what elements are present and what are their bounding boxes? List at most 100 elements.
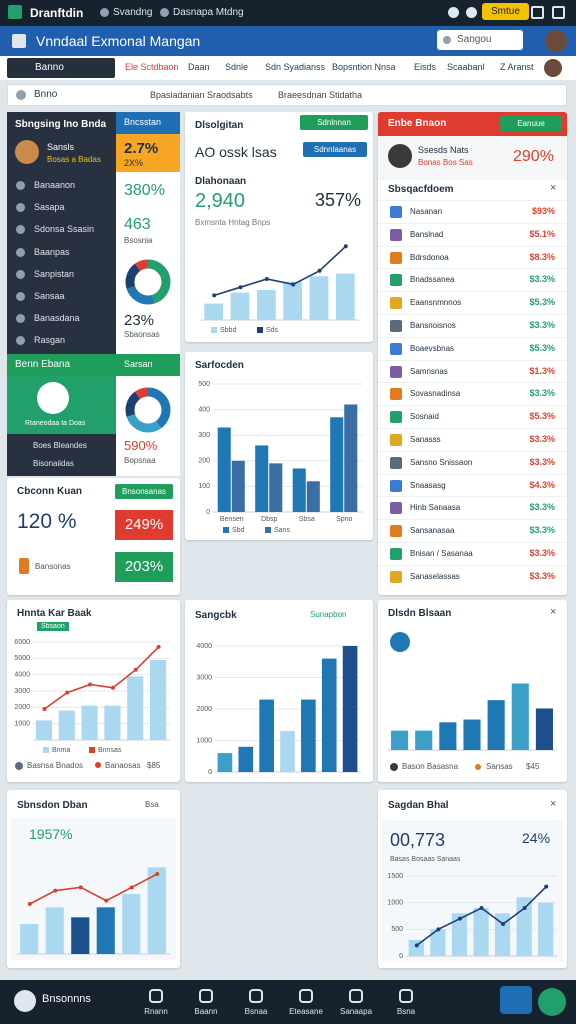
tag: Bsa: [145, 800, 159, 809]
feed-row[interactable]: Banslnad $5.1%: [378, 222, 567, 246]
nav-icon: [16, 181, 25, 190]
card-button[interactable]: Bnsonsanas: [115, 484, 173, 499]
user-name: Sansls: [47, 142, 75, 152]
feed-row[interactable]: Sovasnadinsa $3.3%: [378, 382, 567, 405]
bar: [309, 276, 329, 320]
toolbar-tab[interactable]: Bopsntion Nnsa: [332, 62, 396, 72]
chart: 0 100 200 300 400 500 Bensen Dbsp Sbsa Spno Sbd San…: [198, 381, 363, 534]
close-icon[interactable]: ×: [550, 798, 557, 810]
action-button[interactable]: [500, 986, 532, 1014]
nav-item[interactable]: Sasapa: [34, 202, 65, 213]
nav-icon[interactable]: [399, 989, 413, 1003]
top-icon: [531, 6, 544, 19]
card: Sarfocden 0 100 200 300 400 500 Bensen Dbsp Sbsa S…: [185, 352, 373, 540]
feed-row[interactable]: Hinb Sanaasa $3.3%: [378, 496, 567, 519]
legend-label: Bnma: [52, 747, 70, 754]
card-link[interactable]: Sunapbon: [310, 610, 347, 619]
feed-row[interactable]: Bnisan / Sasanaa $3.3%: [378, 542, 567, 565]
close-icon[interactable]: ×: [550, 182, 557, 194]
home-icon: [16, 90, 26, 100]
value-panel: 00,773 24% Basas Bosaas Sanaas 0 500 1000 1500: [382, 820, 563, 962]
nav-item[interactable]: Sansaa: [34, 291, 65, 301]
sidebar-link[interactable]: Boes Bleandes: [33, 441, 87, 450]
nav-item[interactable]: Banaanon: [34, 180, 76, 190]
bar: [20, 924, 39, 954]
toolbar-tab[interactable]: Z Aranst: [500, 62, 534, 72]
breadcrumb[interactable]: Braeesdnan Stidatha: [278, 90, 363, 100]
toolbar-tab[interactable]: Sdn Syadianss: [265, 62, 326, 72]
bar: [147, 867, 166, 954]
feed-row[interactable]: Bnadssanea $3.3%: [378, 268, 567, 291]
menu-button[interactable]: Banno: [7, 58, 115, 78]
bar: [58, 710, 75, 740]
sidebar-link[interactable]: Bisonaiidas: [33, 459, 74, 468]
y-tick-label: 0: [206, 509, 210, 516]
feed-row[interactable]: Sanaselassas $3.3%: [378, 564, 567, 588]
nav-icon[interactable]: [149, 989, 163, 1003]
kpi-sub: Bsosnia: [124, 236, 153, 245]
feed-row[interactable]: Samnsnas $1.3%: [378, 359, 567, 383]
x-tick-label: Sbsa: [299, 516, 315, 523]
card: Enbe Bnaon Eanuue Ssesds Nats Bonas Bos Sas…: [378, 112, 567, 595]
feed-row[interactable]: Sansno Snissaon $3.3%: [378, 450, 567, 474]
legend-swatch: [257, 327, 263, 333]
nav-label[interactable]: Rnann: [144, 1007, 168, 1016]
feed-row[interactable]: Bansnoisnos $3.3%: [378, 314, 567, 337]
y-tick-label: 1000: [196, 737, 212, 744]
line-point: [501, 922, 506, 926]
nav-label[interactable]: Bsnaa: [244, 1007, 268, 1016]
nav-label[interactable]: Sanaapa: [339, 1007, 373, 1016]
feed-row[interactable]: Eaansnmnnos $5.3%: [378, 291, 567, 314]
chat-button[interactable]: [538, 988, 566, 1016]
nav-label[interactable]: Baann: [194, 1007, 218, 1016]
footer-value: $85: [147, 761, 161, 770]
nav-label[interactable]: Bsna: [396, 1007, 416, 1016]
donut-segment: [125, 387, 171, 433]
feed-row[interactable]: Bdrsdonoa $8.3%: [378, 245, 567, 269]
top-link[interactable]: Dasnapa Mtdng: [173, 7, 244, 18]
nav-icon[interactable]: [199, 989, 213, 1003]
nav-item[interactable]: Sanpistan: [34, 268, 75, 279]
card-button[interactable]: Eanuue: [500, 116, 562, 131]
bar: [330, 417, 344, 512]
card-button[interactable]: Sdnlnnan: [300, 115, 368, 130]
toolbar-tab[interactable]: Scaabanl: [447, 62, 485, 72]
nav-item[interactable]: Baanpas: [34, 246, 70, 257]
legend-swatch: [89, 747, 95, 753]
feed-row[interactable]: Boaevsbnas $5.3%: [378, 336, 567, 360]
sidebar-section: Benn Ebana: [7, 354, 116, 376]
feed-row[interactable]: Sansanasaa $3.3%: [378, 519, 567, 542]
nav-item[interactable]: Rasgan: [34, 335, 66, 346]
legend-label: Bnnsas: [98, 747, 122, 754]
toolbar-tab[interactable]: Sdnle: [225, 62, 249, 72]
row-icon: [390, 479, 402, 492]
close-icon[interactable]: ×: [550, 606, 557, 618]
toolbar-tab[interactable]: Daan: [188, 62, 210, 72]
nav-label[interactable]: Eteasane: [289, 1007, 323, 1016]
nav-icon[interactable]: [299, 989, 313, 1003]
top-button[interactable]: Smtue: [482, 3, 529, 20]
card-button[interactable]: Sdnnlaanas: [303, 142, 367, 157]
nav-item[interactable]: Banasdana: [34, 313, 80, 324]
top-link[interactable]: Svandng: [113, 7, 153, 18]
y-tick-label: 4000: [196, 643, 212, 650]
line-point: [436, 927, 441, 932]
line-point: [414, 943, 419, 948]
nav-icon[interactable]: [349, 989, 363, 1003]
search-box[interactable]: Sangou: [437, 30, 523, 50]
avatar: [545, 30, 567, 52]
card-title: Sbnsdon Dban: [17, 800, 88, 811]
feed-row[interactable]: Nasanan $93%: [378, 200, 567, 223]
feed-row[interactable]: Snaasasg $4.3%: [378, 473, 567, 497]
toolbar-tab[interactable]: Eisds: [414, 62, 437, 72]
feed-row[interactable]: Sosnaid $5.3%: [378, 405, 567, 428]
nav-item[interactable]: Sdonsa Ssasin: [34, 224, 95, 235]
nav-icon[interactable]: [249, 989, 263, 1003]
toolbar-tab[interactable]: Ele Sctdbaon: [125, 62, 179, 72]
row-value: $3.3%: [529, 434, 555, 444]
feed-row[interactable]: Sanasss $3.3%: [378, 428, 567, 451]
breadcrumb[interactable]: Bpasiadanian Sraodsabts: [150, 90, 253, 100]
chart: 0 1000 2000 3000 4000: [196, 643, 361, 776]
nav-title: Bnsonnns: [42, 993, 91, 1005]
legend-swatch: [223, 527, 229, 533]
